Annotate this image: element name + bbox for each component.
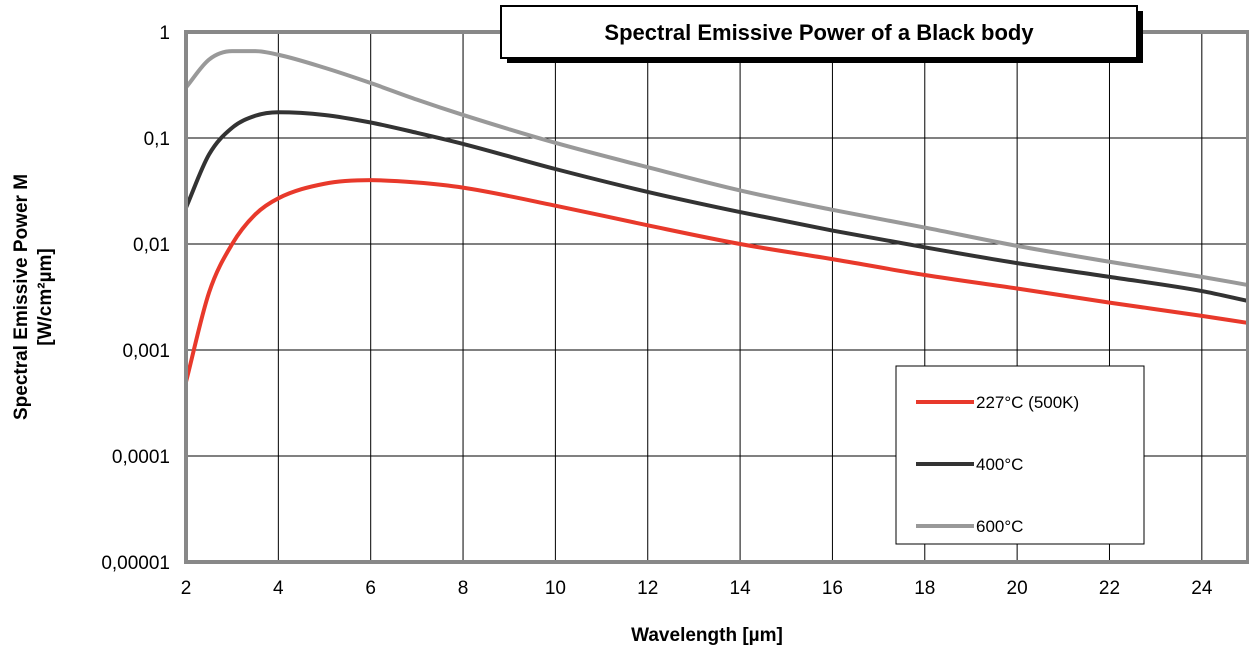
x-tick-label: 22 <box>1099 578 1120 599</box>
legend-label: 400°C <box>976 455 1023 474</box>
legend-label: 227°C (500K) <box>976 393 1079 412</box>
x-tick-label: 4 <box>273 578 284 599</box>
chart-title-frame <box>500 5 1138 59</box>
series-line-2 <box>184 49 1249 288</box>
x-tick-label: 20 <box>1007 578 1028 599</box>
y-tick-label: 0,0001 <box>112 447 170 468</box>
legend-item: 400°C <box>916 455 1023 474</box>
y-tick-label: 0,1 <box>144 129 170 150</box>
series-line-0 <box>184 178 1249 383</box>
series-line-1 <box>184 110 1249 303</box>
x-tick-label: 2 <box>181 578 192 599</box>
x-tick-label: 12 <box>637 578 658 599</box>
x-tick-label: 18 <box>914 578 935 599</box>
x-tick-label: 10 <box>545 578 566 599</box>
y-tick-label: 1 <box>159 23 170 44</box>
y-tick-label: 0,01 <box>133 235 170 256</box>
x-tick-label: 8 <box>458 578 469 599</box>
x-tick-labels: 2 4 6 8 10 12 14 16 18 20 22 24 <box>181 578 1213 599</box>
legend-item: 600°C <box>916 517 1023 536</box>
x-tick-label: 24 <box>1191 578 1213 599</box>
x-tick-label: 14 <box>730 578 752 599</box>
series-lines <box>184 49 1249 383</box>
legend-item: 227°C (500K) <box>916 393 1079 412</box>
y-axis-title-line2: [W/cm²µm] <box>35 248 56 346</box>
legend-frame <box>895 365 1145 545</box>
x-axis-title: Wavelength [µm] <box>631 625 783 646</box>
y-tick-label: 0,00001 <box>101 553 170 574</box>
y-tick-labels: 1 0,1 0,01 0,001 0,0001 0,00001 <box>101 23 170 574</box>
legend-items: 227°C (500K) 400°C 600°C <box>916 393 1079 536</box>
legend: 227°C (500K) 400°C 600°C <box>895 365 1145 545</box>
y-tick-label: 0,001 <box>122 341 170 362</box>
legend-label: 600°C <box>976 517 1023 536</box>
x-tick-label: 16 <box>822 578 843 599</box>
y-axis-title-line1: Spectral Emissive Power M <box>11 174 32 420</box>
x-tick-label: 6 <box>365 578 376 599</box>
chart-title: Spectral Emissive Power of a Black body <box>604 20 1034 45</box>
chart-title-box: Spectral Emissive Power of a Black body <box>500 5 1143 63</box>
